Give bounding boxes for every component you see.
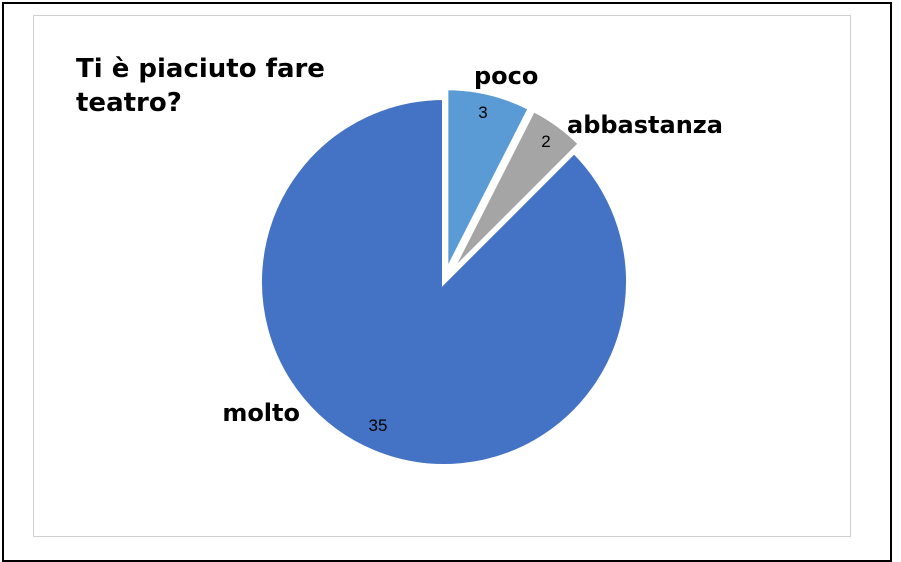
pie-slice-poco — [444, 86, 533, 274]
pie-slice-molto — [258, 95, 630, 468]
pie-slice-abbastanza — [448, 107, 583, 276]
value-label-poco: 3 — [478, 103, 487, 122]
category-label-poco: poco — [474, 62, 538, 90]
value-label-molto: 35 — [369, 416, 388, 435]
category-label-abbastanza: abbastanza — [567, 111, 723, 139]
pie-labels: poco 3 abbastanza 2 molto 35 — [222, 62, 723, 435]
pie-chart: poco 3 abbastanza 2 molto 35 — [222, 62, 723, 468]
value-label-abbastanza: 2 — [541, 132, 550, 151]
pie-slices — [258, 86, 630, 468]
chart-title: Ti è piaciuto fare teatro? — [76, 54, 325, 118]
category-label-molto: molto — [222, 399, 300, 427]
